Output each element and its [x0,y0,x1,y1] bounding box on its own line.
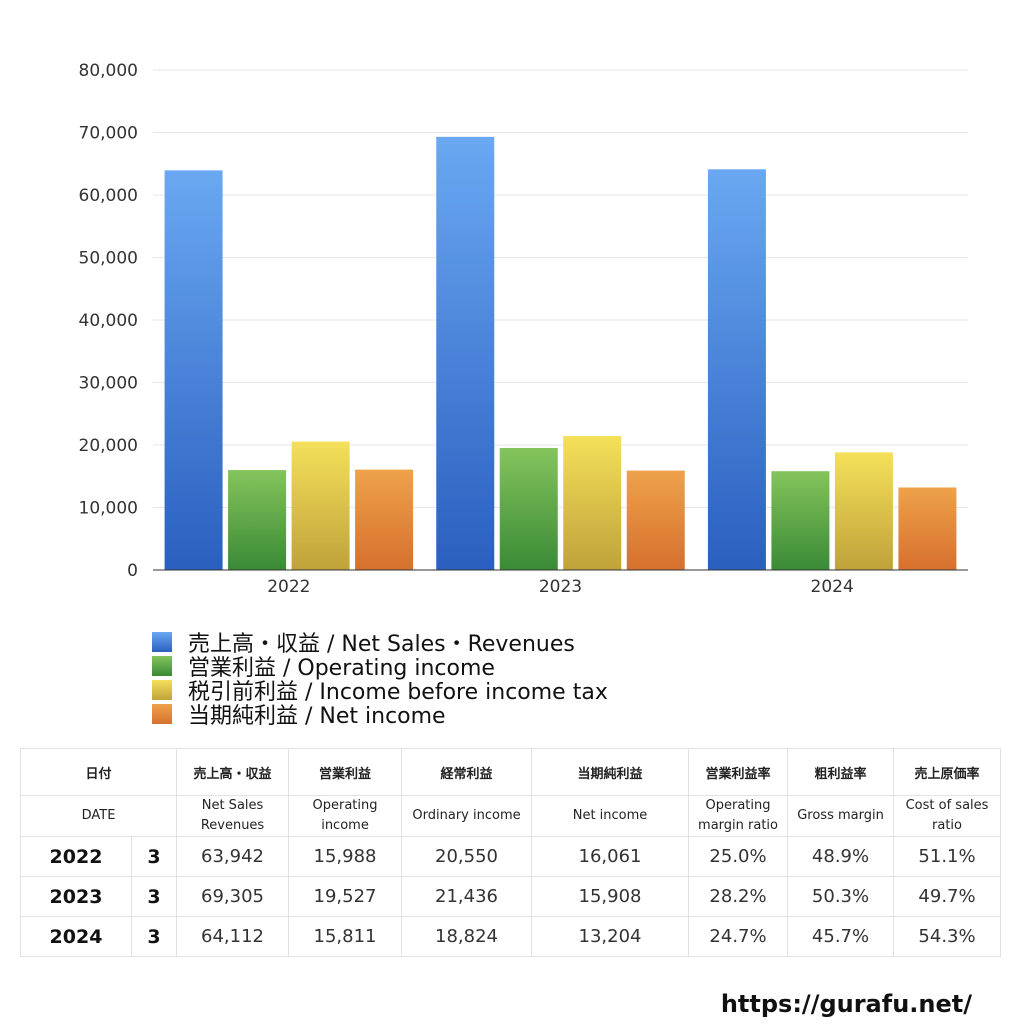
bar [898,487,957,570]
legend-label: 売上高・収益 / Net Sales・Revenues [188,632,575,657]
value-cell: 19,527 [288,876,403,917]
value-cell: 49.7% [893,876,1002,917]
bar [291,441,350,570]
value-cell: 45.7% [787,916,895,957]
y-tick-label: 50,000 [79,249,138,269]
bars [164,136,957,571]
legend-item: 営業利益 / Operating income [152,654,608,681]
y-axis-ticks: 0 10,000 20,000 30,000 40,000 50,000 60,000 70,… [79,61,138,581]
header-cell: Net Sales Revenues [176,795,290,837]
header-cell: Operating margin ratio [688,795,789,837]
bar [164,170,223,571]
table-header-row-ja: 日付 売上高・収益 営業利益 経常利益 当期純利益 営業利益率 粗利益率 売上原… [19,748,1002,796]
bar [626,470,685,570]
grid-lines [153,69,968,508]
value-cell: 24.7% [688,916,789,957]
legend-label: 営業利益 / Operating income [188,656,495,681]
value-cell: 50.3% [787,876,895,917]
header-cell: Ordinary income [401,795,533,837]
header-cell: 粗利益率 [787,748,895,796]
x-tick-label: 2022 [267,577,310,597]
value-cell: 51.1% [893,836,1002,877]
legend-swatch [152,656,172,676]
value-cell: 20,550 [401,836,533,877]
year-cell: 2024 [20,916,132,957]
bar [436,136,495,570]
month-cell: 3 [130,836,178,877]
y-tick-label: 80,000 [79,61,138,81]
financial-table: 日付 売上高・収益 営業利益 経常利益 当期純利益 営業利益率 粗利益率 売上原… [19,748,1002,957]
source-url[interactable]: https://gurafu.net/ [720,990,972,1018]
legend-swatch [152,704,172,724]
table-row: 2022 3 63,942 15,988 20,550 16,061 25.0%… [20,836,1002,877]
bar [499,447,558,570]
legend-swatch [152,680,172,700]
value-cell: 21,436 [401,876,533,917]
x-tick-label: 2023 [539,577,582,597]
header-cell: Net income [531,795,690,837]
value-cell: 15,988 [288,836,403,877]
legend: 売上高・収益 / Net Sales・Revenues 営業利益 / Opera… [152,630,608,729]
bar [563,436,622,570]
value-cell: 64,112 [176,916,290,957]
legend-label: 当期純利益 / Net income [188,704,446,729]
month-cell: 3 [130,876,178,917]
legend-item: 当期純利益 / Net income [152,702,608,729]
value-cell: 28.2% [688,876,789,917]
bar [834,452,893,570]
y-tick-label: 10,000 [79,499,138,519]
y-tick-label: 40,000 [79,311,138,331]
header-cell: Operating income [288,795,403,837]
legend-label: 税引前利益 / Income before income tax [188,680,608,705]
table-row: 2024 3 64,112 15,811 18,824 13,204 24.7%… [20,916,1002,957]
bar [228,470,287,570]
value-cell: 15,908 [531,876,690,917]
year-cell: 2022 [20,836,132,877]
y-tick-label: 20,000 [79,436,138,456]
legend-swatch [152,632,172,652]
bar [771,471,830,570]
value-cell: 63,942 [176,836,290,877]
x-tick-label: 2024 [811,577,854,597]
month-cell: 3 [130,916,178,957]
bar [355,469,414,570]
y-tick-label: 30,000 [79,374,138,394]
x-axis-ticks: 2022 2023 2024 [267,577,854,597]
table-row: 2023 3 69,305 19,527 21,436 15,908 28.2%… [20,876,1002,917]
legend-item: 売上高・収益 / Net Sales・Revenues [152,630,608,657]
year-cell: 2023 [20,876,132,917]
value-cell: 48.9% [787,836,895,877]
header-cell: Cost of sales ratio [893,795,1002,837]
value-cell: 18,824 [401,916,533,957]
y-tick-label: 0 [127,561,138,581]
value-cell: 16,061 [531,836,690,877]
header-cell: 日付 [19,748,178,796]
header-cell: 営業利益率 [688,748,789,796]
value-cell: 13,204 [531,916,690,957]
bar [707,169,766,571]
value-cell: 25.0% [688,836,789,877]
header-cell: 当期純利益 [531,748,690,796]
y-tick-label: 70,000 [79,124,138,144]
value-cell: 54.3% [893,916,1002,957]
header-cell: 売上高・収益 [176,748,290,796]
header-cell: 経常利益 [401,748,533,796]
bar-chart: 0 10,000 20,000 30,000 40,000 50,000 60,000 70,… [79,61,968,597]
y-tick-label: 60,000 [79,186,138,206]
legend-item: 税引前利益 / Income before income tax [152,678,608,705]
header-cell: 営業利益 [288,748,403,796]
value-cell: 15,811 [288,916,403,957]
value-cell: 69,305 [176,876,290,917]
header-cell: 売上原価率 [893,748,1002,796]
table-header-row-en: DATE Net Sales Revenues Operating income… [19,795,1002,837]
header-cell: Gross margin [787,795,895,837]
header-cell: DATE [19,795,178,837]
